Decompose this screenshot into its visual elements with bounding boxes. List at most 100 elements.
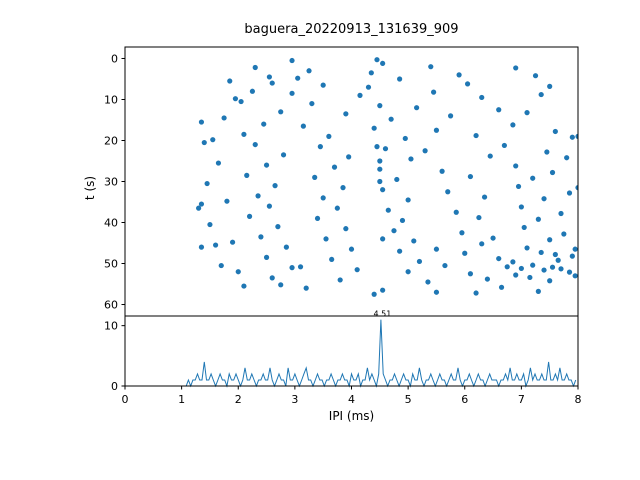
x-tick-label: 3 (291, 393, 298, 406)
scatter-point (368, 70, 374, 76)
scatter-point (266, 203, 272, 209)
scatter-point (377, 178, 383, 185)
scatter-point (442, 262, 448, 269)
scatter-point (329, 256, 335, 263)
scatter-point (263, 162, 270, 168)
scatter-point (558, 266, 564, 272)
scatter-point (575, 133, 578, 139)
scatter-point (354, 267, 360, 273)
scatter-point (399, 217, 406, 224)
scatter-point (232, 96, 239, 102)
scatter-point (405, 269, 411, 275)
scatter-point (552, 128, 558, 135)
scatter-point (481, 194, 488, 200)
scatter-point (224, 198, 230, 204)
y-tick-label: 10 (104, 93, 118, 106)
scatter-point (496, 255, 502, 262)
scatter-point (201, 139, 207, 146)
scatter-point (572, 273, 578, 279)
y-tick-label: 50 (104, 258, 118, 271)
scatter-point (518, 204, 524, 210)
scatter-point (303, 285, 309, 291)
x-tick-label: 5 (405, 393, 412, 406)
scatter-point (464, 81, 471, 87)
scatter-point (374, 144, 380, 150)
scatter-point (397, 248, 403, 254)
scatter-point (527, 274, 533, 281)
scatter-point (221, 115, 227, 121)
scatter-point (569, 253, 575, 259)
y-tick-label: 40 (104, 217, 118, 230)
scatter-point (249, 88, 256, 94)
scatter-point (272, 183, 278, 189)
scatter-points (196, 57, 578, 297)
y-tick-label: 60 (104, 299, 118, 312)
scatter-point (575, 185, 578, 191)
scatter-point (397, 76, 403, 82)
scatter-point (433, 246, 440, 252)
scatter-point (331, 164, 338, 170)
scatter-point (283, 244, 289, 250)
scatter-point (348, 246, 355, 252)
scatter-point (496, 107, 502, 113)
scatter-point (266, 74, 272, 80)
scatter-point (365, 84, 372, 90)
scatter-point (246, 213, 253, 219)
y-tick-label: 0 (111, 52, 118, 65)
x-tick-label: 2 (235, 393, 242, 406)
scatter-point (377, 158, 383, 164)
scatter-point (541, 196, 547, 202)
scatter-point (289, 90, 295, 96)
scatter-point (215, 160, 222, 166)
x-tick-label: 4 (348, 393, 355, 406)
scatter-point (405, 197, 411, 203)
scatter-point (334, 205, 340, 211)
scatter-point (515, 183, 522, 190)
scatter-point (346, 154, 352, 160)
y-tick-label: 0 (111, 380, 118, 393)
scatter-point (380, 287, 386, 293)
x-axis-label: IPI (ms) (328, 409, 375, 423)
scatter-point (380, 60, 386, 67)
scatter-point (549, 169, 556, 176)
scatter-point (326, 133, 332, 139)
scatter-point (269, 275, 275, 281)
x-tick-label: 7 (518, 393, 525, 406)
scatter-point (538, 249, 544, 256)
scatter-point (391, 228, 397, 234)
scatter-point (453, 209, 459, 215)
scatter-point (433, 127, 440, 133)
scatter-point (484, 276, 490, 282)
scatter-point (289, 265, 295, 271)
scatter-point (408, 156, 414, 162)
scatter-point (385, 207, 391, 213)
scatter-point (374, 57, 380, 63)
scatter-point (269, 80, 275, 86)
scatter-point (572, 246, 578, 252)
scatter-point (411, 238, 417, 244)
scatter-point (196, 205, 202, 211)
scatter-point (312, 174, 318, 180)
chart-title: baguera_20220913_131639_909 (244, 22, 459, 37)
scatter-point (479, 94, 485, 101)
scatter-point (402, 135, 408, 142)
scatter-point (473, 290, 479, 296)
scatter-point (530, 262, 536, 268)
scatter-point (388, 116, 394, 122)
scatter-point (513, 65, 519, 71)
scatter-point (467, 173, 474, 180)
scatter-point (433, 289, 440, 295)
scatter-point (513, 272, 519, 278)
scatter-point (510, 122, 516, 128)
x-tick-label: 1 (178, 393, 185, 406)
scatter-point (552, 251, 558, 258)
scatter-point (445, 189, 451, 195)
scatter-point (558, 210, 564, 217)
scatter-point (439, 168, 445, 174)
scatter-point (414, 105, 420, 111)
x-tick-label: 8 (575, 393, 582, 406)
scatter-point (521, 224, 527, 231)
y-tick-label: 30 (104, 176, 118, 189)
scatter-point (320, 82, 326, 88)
